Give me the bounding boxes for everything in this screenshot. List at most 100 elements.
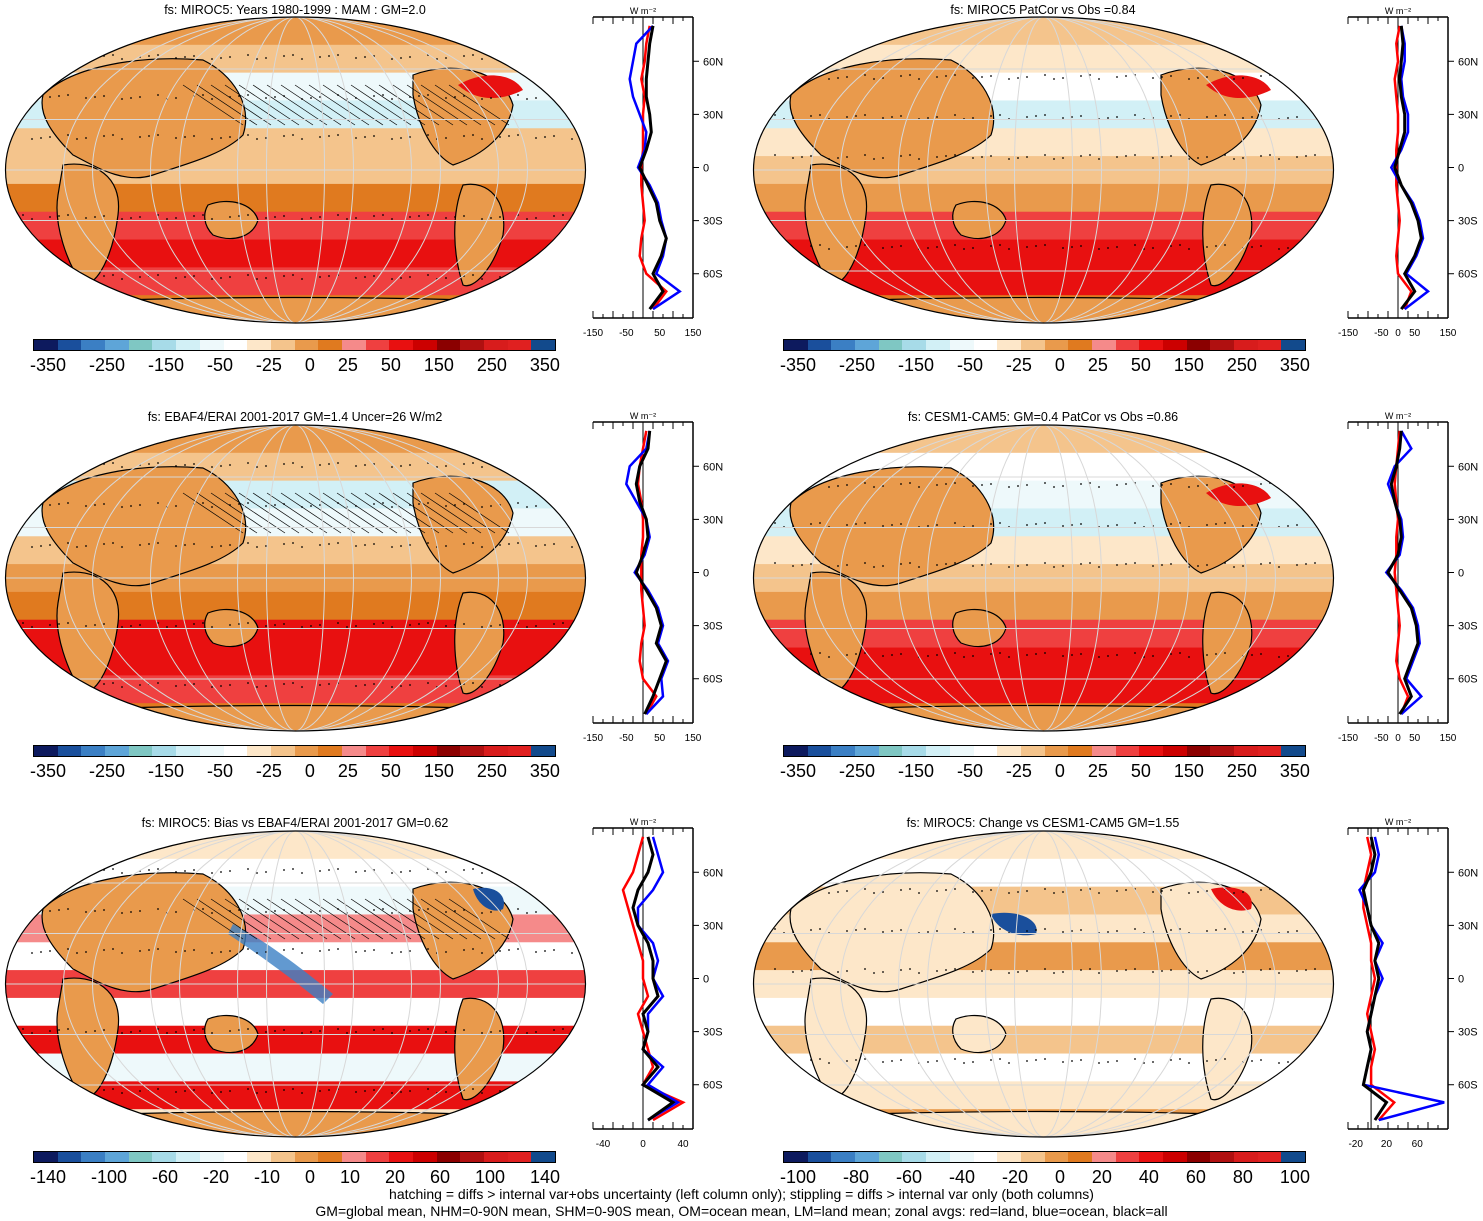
continent-shape	[789, 466, 995, 587]
colorbar-swatch	[531, 340, 556, 350]
colorbar-swatch	[1068, 746, 1092, 756]
colorbar-swatch	[902, 340, 927, 350]
colorbar-swatch	[128, 340, 153, 350]
colorbar-swatch	[270, 1152, 295, 1162]
continent-shape	[804, 571, 868, 694]
continent-shape	[56, 571, 120, 694]
hatching	[182, 84, 510, 126]
colorbar-tick-label: 0	[1054, 761, 1065, 781]
zonal-land-line	[1393, 430, 1410, 715]
colorbar-swatch	[152, 1152, 177, 1162]
map-color-band	[753, 17, 1334, 46]
zonal-x-tick-label: -50	[1374, 328, 1389, 339]
colorbar-tick-label: -250	[88, 761, 126, 781]
map-border	[4, 424, 587, 732]
colorbar-swatch	[460, 746, 485, 756]
footer-line-2: GM=global mean, NHM=0-90N mean, SHM=0-90…	[315, 1203, 1168, 1219]
continent-shape	[952, 200, 1007, 240]
colorbar-tick-label: 150	[1173, 761, 1204, 781]
colorbar-tick-label: 0	[304, 761, 315, 781]
zonal-x-tick-label: 150	[1440, 328, 1457, 339]
map-plot	[4, 424, 587, 732]
map-color-band	[5, 831, 586, 860]
colorbar-tick-label: -250	[838, 761, 876, 781]
colorbar-tick-label: -350	[780, 761, 817, 781]
zonal-all-line	[638, 25, 668, 311]
lat-tick-label: 30N	[1458, 920, 1478, 932]
colorbar-swatch	[199, 340, 224, 350]
colorbar-swatch	[997, 340, 1021, 350]
footer-line-1: hatching = diffs > internal var+obs unce…	[389, 1186, 1094, 1202]
colorbar-swatch	[507, 340, 532, 350]
colorbar-swatch	[926, 340, 950, 350]
colorbar-swatch	[1281, 746, 1306, 756]
colorbar-swatch	[1068, 340, 1092, 350]
colorbar-swatch	[294, 1152, 319, 1162]
colorbar-tick-label: 250	[476, 355, 507, 375]
colorbar-tick-label: 60	[429, 1167, 450, 1187]
colorbar	[33, 339, 556, 351]
colorbar-swatch	[294, 340, 319, 350]
map-border	[4, 16, 587, 324]
colorbar-swatch	[223, 1152, 248, 1162]
colorbar-swatch	[878, 1152, 903, 1162]
colorbar-tick-label: 350	[529, 761, 560, 781]
continent-shape	[804, 163, 868, 286]
colorbar-swatch	[436, 746, 461, 756]
map-color-band	[5, 425, 586, 454]
colorbar-swatch	[365, 746, 390, 756]
colorbar-tick-label: 25	[1087, 761, 1108, 781]
lat-tick-label: 30S	[703, 621, 723, 633]
colorbar-swatch	[484, 340, 508, 350]
continent-shape	[952, 608, 1007, 648]
zonal-x-tick-label: 50	[1409, 328, 1421, 339]
colorbar-tick-label: -50	[956, 761, 983, 781]
colorbar-swatch	[294, 746, 319, 756]
colorbar-swatch	[128, 746, 153, 756]
colorbar-swatch	[57, 1152, 82, 1162]
continent-shape	[770, 296, 1317, 323]
colorbar-tick-label: 100	[474, 1167, 505, 1187]
colorbar-tick-label: 0	[304, 1167, 315, 1187]
colorbar-tick-label: 40	[1138, 1167, 1159, 1187]
lat-tick-label: 60N	[703, 56, 723, 68]
colorbar	[783, 745, 1306, 757]
map-color-band	[753, 831, 1334, 860]
graticule	[753, 831, 1334, 1137]
colorbar-swatch	[1163, 746, 1187, 756]
zonal-units: W m⁻²	[1385, 817, 1411, 827]
map-plot	[4, 830, 587, 1138]
lat-tick-label: 0	[1458, 974, 1464, 986]
colorbar-swatch	[341, 1152, 366, 1162]
colorbar-tick-label: 250	[476, 761, 507, 781]
zonal-all-line	[631, 836, 676, 1122]
panel-title: fs: MIROC5: Years 1980-1999 : MAM : GM=2…	[164, 3, 426, 17]
colorbar-swatch	[855, 340, 879, 350]
zonal-x-tick-label: 50	[654, 733, 666, 744]
colorbar-tick-label: 250	[1226, 761, 1257, 781]
colorbar-swatch	[1139, 1152, 1163, 1162]
colorbar-swatch	[318, 746, 342, 756]
colorbar-swatch	[831, 340, 856, 350]
colorbar-swatch	[1281, 1152, 1306, 1162]
colorbar-labels: -350 -250 -150 -50 -25 0 25 50 150 250 350	[30, 355, 560, 376]
graticule	[5, 17, 586, 323]
colorbar-tick-label: -350	[30, 355, 67, 375]
colorbar-swatch	[1234, 340, 1258, 350]
colorbar-tick-label: 25	[1087, 355, 1108, 375]
colorbar-tick-label: -80	[843, 1167, 870, 1187]
colorbar-tick-label: -25	[255, 355, 282, 375]
map-border	[752, 830, 1335, 1138]
continent-shape	[789, 872, 995, 993]
map-plot	[752, 16, 1335, 324]
zonal-units: W m⁻²	[1385, 6, 1411, 16]
lat-tick-label: 60S	[1458, 269, 1478, 281]
colorbar-swatch	[949, 1152, 974, 1162]
colorbar-swatch	[926, 746, 950, 756]
lat-tick-label: 30N	[703, 920, 723, 932]
colorbar-tick-label: 0	[1054, 355, 1065, 375]
colorbar-tick-label: 10	[339, 1167, 360, 1187]
zonal-mean-plot: W m⁻² 60N 30N 0 30S 60S -150 -50 50 150	[583, 6, 723, 339]
colorbar-swatch	[1210, 746, 1235, 756]
colorbar-tick-label: -100	[91, 1167, 128, 1187]
